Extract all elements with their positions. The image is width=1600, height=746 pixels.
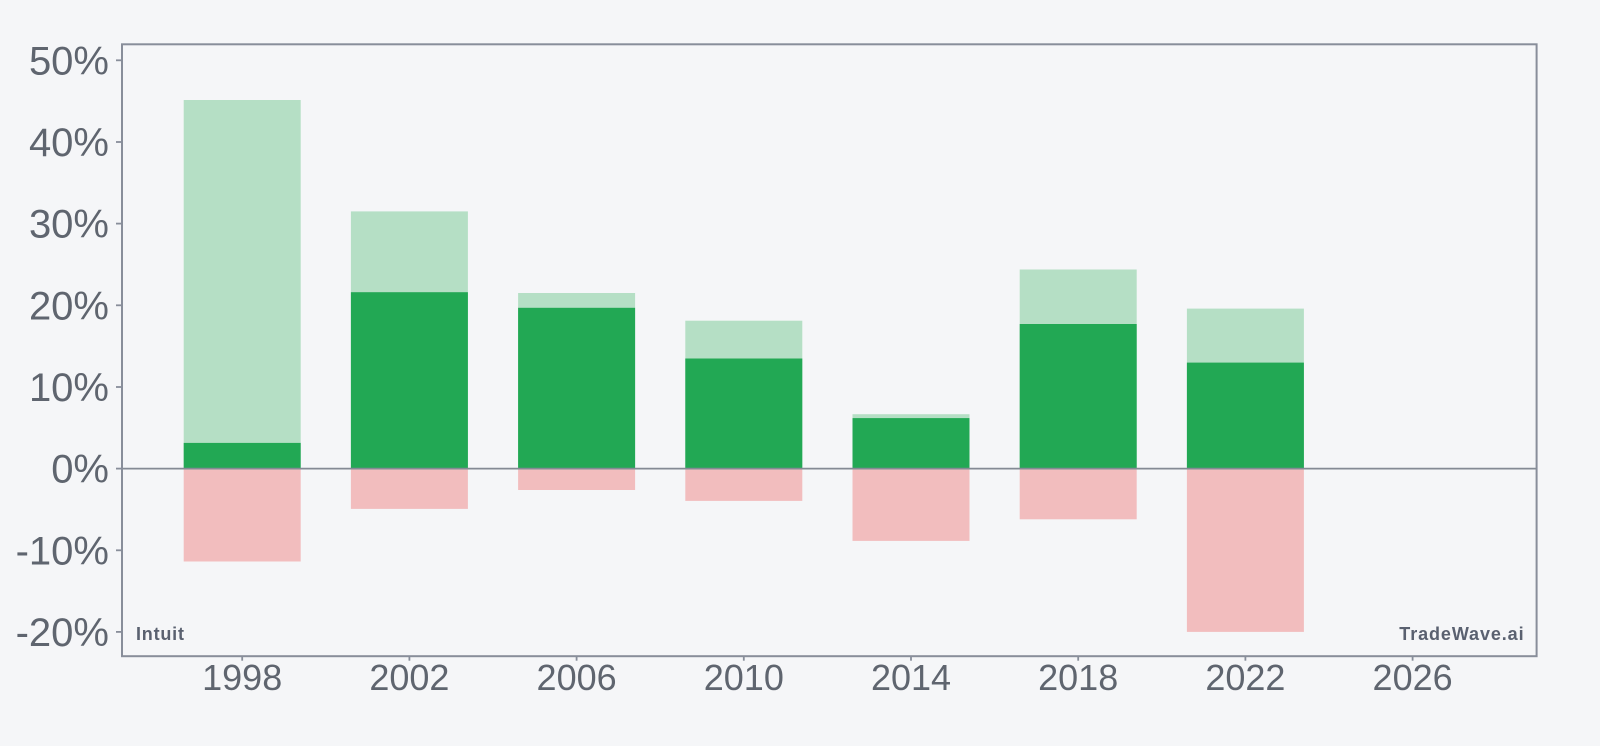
svg-text:Intuit: Intuit: [136, 624, 185, 644]
svg-text:40%: 40%: [29, 121, 109, 165]
svg-text:2018: 2018: [1038, 657, 1118, 698]
svg-text:-20%: -20%: [16, 611, 109, 655]
svg-text:20%: 20%: [29, 284, 109, 328]
svg-text:2026: 2026: [1373, 657, 1453, 698]
svg-text:50%: 50%: [29, 39, 109, 83]
svg-text:TradeWave.ai: TradeWave.ai: [1399, 624, 1524, 644]
svg-text:1998: 1998: [202, 657, 282, 698]
svg-text:2022: 2022: [1205, 657, 1285, 698]
svg-text:2006: 2006: [537, 657, 617, 698]
svg-text:2014: 2014: [871, 657, 951, 698]
svg-text:30%: 30%: [29, 203, 109, 247]
svg-text:2002: 2002: [369, 657, 449, 698]
svg-text:-10%: -10%: [16, 529, 109, 573]
svg-text:10%: 10%: [29, 366, 109, 410]
svg-text:0%: 0%: [51, 448, 109, 492]
svg-text:2010: 2010: [704, 657, 784, 698]
